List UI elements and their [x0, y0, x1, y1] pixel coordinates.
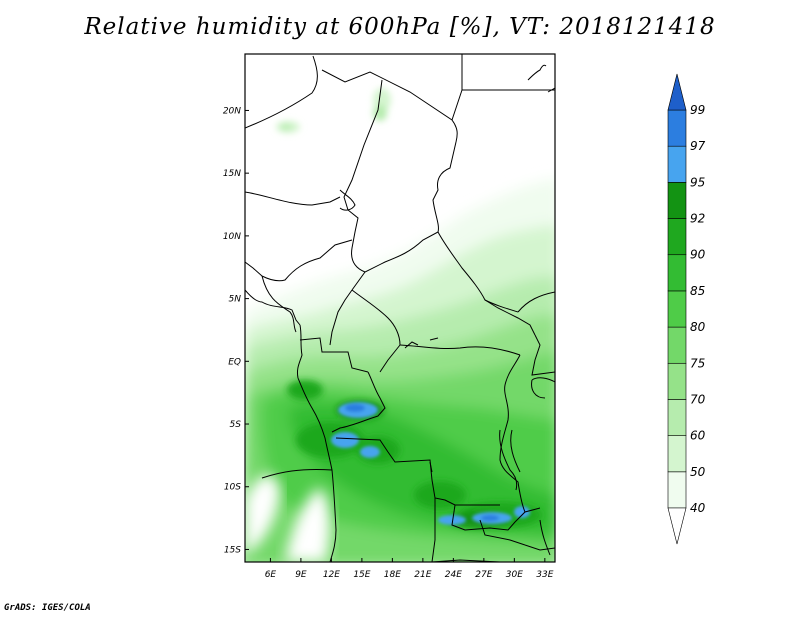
lat-tick-label: 10N	[223, 232, 241, 242]
lon-tick-label: 30E	[506, 570, 523, 580]
map-title: Relative humidity at 600hPa [%], VT: 201…	[84, 14, 716, 40]
colorbar-label: 60	[690, 429, 706, 443]
colorbar-segment	[667, 254, 687, 292]
colorbar-segment	[667, 109, 687, 147]
colorbar-segment	[667, 290, 687, 328]
country-borders	[245, 54, 555, 562]
lon-tick-label: 27E	[475, 570, 492, 580]
colorbar-label: 40	[690, 501, 706, 515]
colorbar-label: 92	[690, 212, 705, 226]
grads-credit: GrADS: IGES/COLA	[4, 603, 91, 613]
colorbar-label: 75	[690, 356, 705, 370]
colorbar-over-arrow	[667, 73, 687, 111]
colorbar-label: 85	[690, 284, 705, 298]
lon-tick-label: 12E	[323, 570, 340, 580]
colorbar-label: 95	[690, 175, 705, 189]
lat-tick-label: 15S	[224, 545, 241, 555]
colorbar-label: 70	[690, 392, 706, 406]
colorbar-segment	[667, 145, 687, 183]
colorbar-segment	[667, 182, 687, 219]
colorbar-segment	[667, 435, 687, 473]
lon-tick-label: 21E	[414, 570, 431, 580]
latitude-axis: 20N 15N 10N 5N EQ 5S 10S 15S	[223, 106, 249, 555]
longitude-axis: 6E 9E 12E 15E 18E 21E 24E 27E 30E 33E	[265, 558, 554, 580]
colorbar-label: 90	[690, 248, 706, 262]
lat-tick-label: 15N	[223, 169, 241, 179]
lon-tick-label: 33E	[536, 570, 553, 580]
colorbar-label: 97	[690, 139, 706, 153]
lon-tick-label: 18E	[384, 570, 401, 580]
colorbar-segment	[667, 218, 687, 256]
lon-tick-label: 9E	[295, 570, 307, 580]
colorbar-segment	[667, 399, 687, 436]
lat-tick-label: 5N	[229, 295, 242, 305]
lon-tick-label: 6E	[265, 570, 277, 580]
colorbar-label: 80	[690, 320, 706, 334]
colorbar-label: 99	[690, 103, 705, 117]
colorbar-label: 50	[690, 465, 706, 479]
colorbar-segment	[667, 471, 687, 509]
lat-tick-label: EQ	[228, 357, 241, 367]
lat-tick-label: 5S	[230, 420, 242, 430]
colorbar-segment	[667, 362, 687, 400]
lat-tick-label: 10S	[224, 483, 241, 493]
lon-tick-label: 15E	[353, 570, 370, 580]
colorbar-under-arrow	[667, 507, 687, 545]
lat-tick-label: 20N	[223, 106, 241, 116]
lon-tick-label: 24E	[445, 570, 462, 580]
humidity-shading	[245, 54, 555, 562]
colorbar-segment	[667, 326, 687, 364]
map-frame	[244, 53, 556, 563]
colorbar: 40 50 60 70 75 80 85 90 92 95 97 99	[667, 73, 706, 545]
